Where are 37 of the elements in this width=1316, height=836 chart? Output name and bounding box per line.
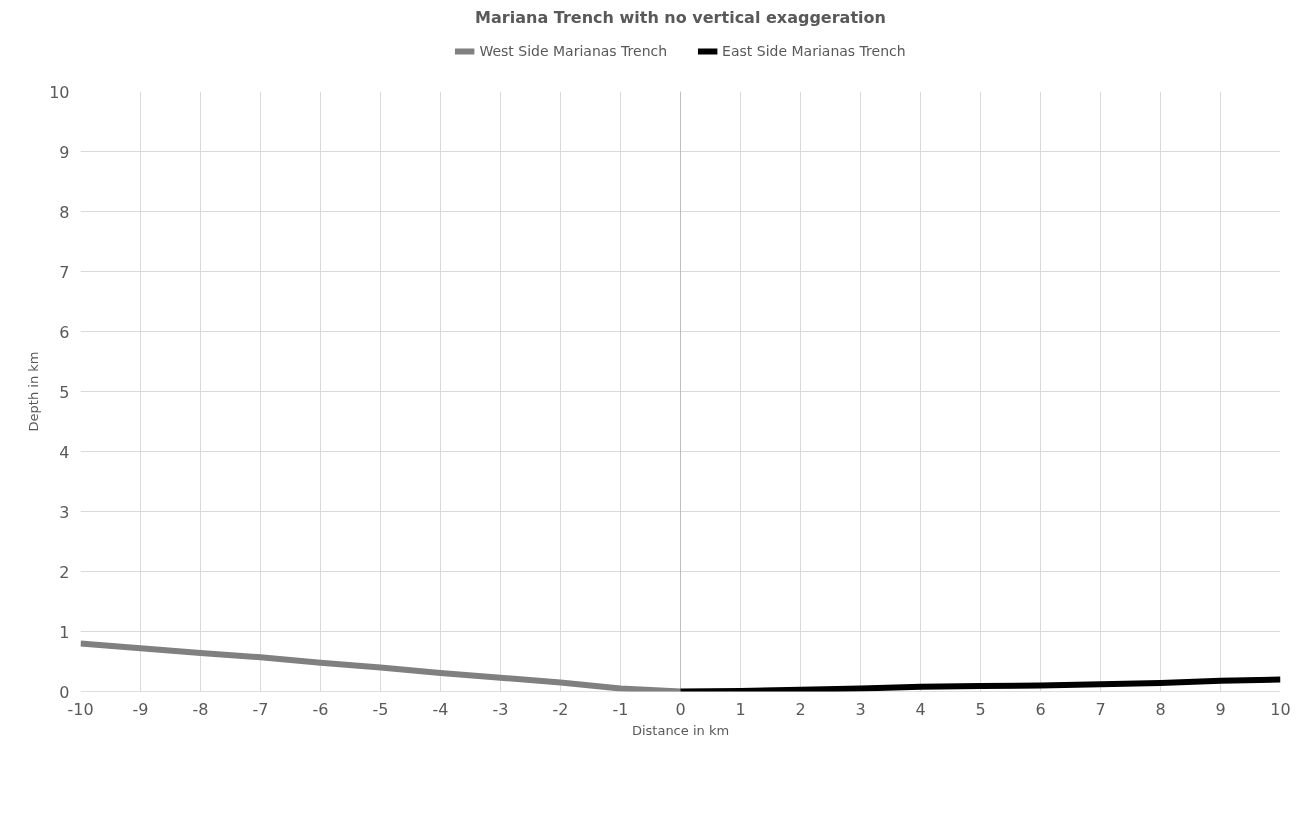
y-tick-label: 9 xyxy=(59,142,70,162)
x-tick-label: 3 xyxy=(855,699,866,719)
x-tick-label: 10 xyxy=(1270,699,1291,719)
x-tick-label: -2 xyxy=(552,699,569,719)
x-tick-label: 4 xyxy=(915,699,926,719)
y-tick-label: 10 xyxy=(49,82,70,102)
y-tick-label: 3 xyxy=(59,502,70,522)
y-tick-label: 7 xyxy=(59,262,70,282)
x-tick-label: 1 xyxy=(735,699,746,719)
legend-label: West Side Marianas Trench xyxy=(479,43,668,59)
x-tick-label: -3 xyxy=(492,699,509,719)
x-tick-label: 7 xyxy=(1095,699,1106,719)
legend-label: East Side Marianas Trench xyxy=(722,43,906,59)
x-axis-title: Distance in km xyxy=(631,722,730,738)
x-tick-label: 0 xyxy=(675,699,686,719)
x-tick-label: -9 xyxy=(132,699,149,719)
x-tick-label: -7 xyxy=(252,699,269,719)
y-tick-label: 4 xyxy=(59,442,70,462)
y-axis-title: Depth in km xyxy=(26,351,42,432)
x-tick-label: -1 xyxy=(612,699,629,719)
x-tick-label: -5 xyxy=(372,699,389,719)
y-tick-label: 8 xyxy=(59,202,70,222)
x-tick-label: -8 xyxy=(192,699,209,719)
x-tick-label: 2 xyxy=(795,699,806,719)
x-tick-label: 9 xyxy=(1215,699,1226,719)
x-tick-label: 6 xyxy=(1035,699,1046,719)
x-tick-label: 5 xyxy=(975,699,986,719)
y-tick-label: 0 xyxy=(59,682,70,702)
y-tick-label: 5 xyxy=(59,382,70,402)
y-tick-label: 6 xyxy=(59,322,70,342)
y-tick-label: 2 xyxy=(59,562,70,582)
x-tick-label: -4 xyxy=(432,699,449,719)
x-tick-label: -6 xyxy=(312,699,329,719)
y-tick-label: 1 xyxy=(59,622,70,642)
chart-title: Mariana Trench with no vertical exaggeration xyxy=(475,7,886,27)
x-tick-label: -10 xyxy=(67,699,94,719)
x-tick-label: 8 xyxy=(1155,699,1166,719)
